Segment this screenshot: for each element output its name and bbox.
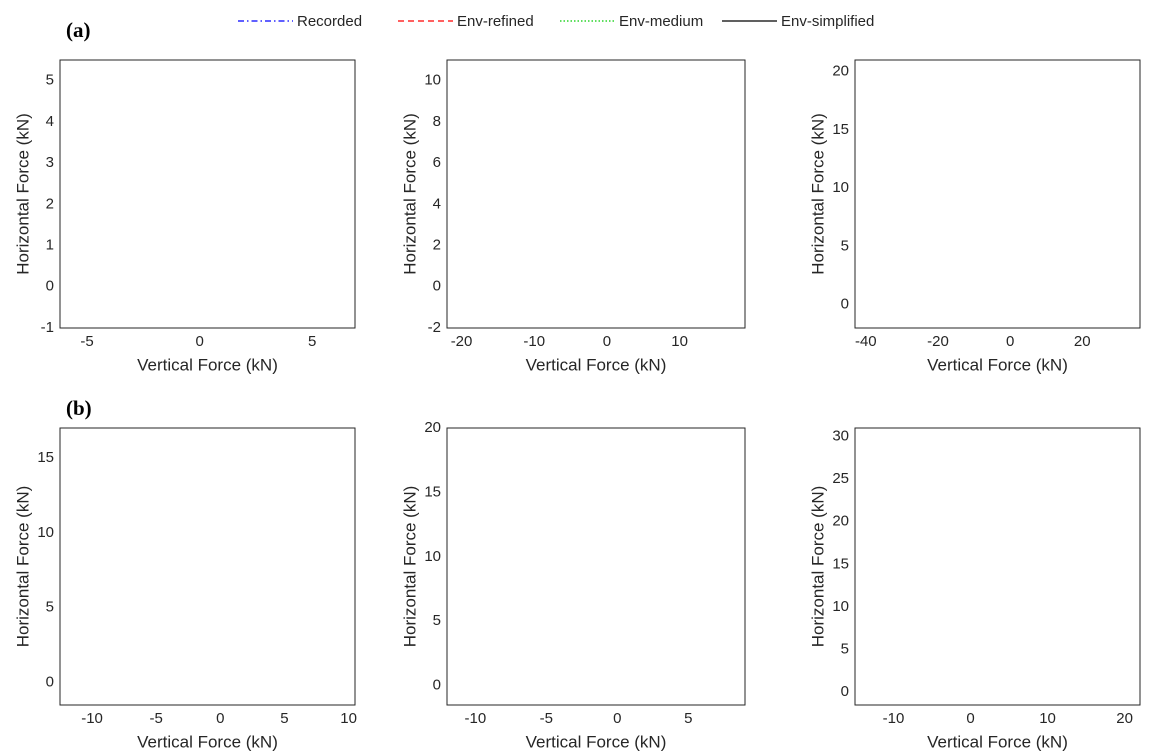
legend-label: Env-simplified — [781, 13, 874, 30]
y-tick-label: 5 — [841, 641, 849, 658]
y-tick-label: 10 — [37, 524, 54, 541]
y-tick-label: 8 — [433, 113, 441, 130]
axes-box — [59, 427, 356, 706]
y-tick-label: 0 — [46, 278, 54, 295]
y-tick-label: 5 — [841, 237, 849, 254]
x-tick-label: 0 — [966, 710, 974, 727]
y-tick-label: 15 — [832, 121, 849, 138]
panel-label: (a) — [66, 18, 91, 42]
y-tick-label: 25 — [832, 470, 849, 487]
x-axis-label: Vertical Force (kN) — [526, 732, 667, 751]
y-tick-label: 5 — [46, 72, 54, 89]
y-tick-label: 5 — [46, 599, 54, 616]
y-axis-label: Horizontal Force (kN) — [808, 113, 827, 275]
y-tick-label: 15 — [832, 555, 849, 572]
legend: Recorded Env-refined Env-medium Env-simplif… — [238, 13, 874, 30]
subplot: -10 -5 0 5 0 5 10 15 20 Vertical Force (kN) Horizo… — [400, 419, 746, 751]
y-tick-label: 20 — [832, 513, 849, 530]
y-tick-label: 20 — [832, 63, 849, 80]
subplot: -10 -5 0 5 10 0 5 10 15 Vertical Force (kN) Horizo… — [13, 427, 357, 751]
y-tick-label: 10 — [832, 179, 849, 196]
legend-label: Env-refined — [457, 13, 534, 30]
y-tick-label: 4 — [433, 195, 441, 212]
x-tick-label: -5 — [80, 333, 93, 350]
y-tick-label: 6 — [433, 154, 441, 171]
y-axis-label: Horizontal Force (kN) — [13, 486, 32, 648]
y-axis-label: Horizontal Force (kN) — [400, 486, 419, 648]
axes-box — [446, 59, 746, 329]
x-tick-label: 10 — [340, 710, 357, 727]
y-axis-label: Horizontal Force (kN) — [808, 486, 827, 648]
y-tick-label: 3 — [46, 154, 54, 171]
x-axis-label: Vertical Force (kN) — [137, 355, 278, 374]
x-tick-label: -40 — [855, 333, 877, 350]
y-tick-label: -1 — [41, 319, 54, 336]
x-axis-label: Vertical Force (kN) — [927, 355, 1068, 374]
x-tick-label: -10 — [465, 710, 487, 727]
x-tick-label: 5 — [308, 333, 316, 350]
axes-box — [854, 59, 1141, 329]
x-tick-label: -20 — [927, 333, 949, 350]
x-axis-label: Vertical Force (kN) — [526, 355, 667, 374]
y-tick-label: 2 — [433, 237, 441, 254]
subplot: -5 0 5 -1 0 1 2 3 4 5 Vertical Force (kN) Horizonta… — [13, 59, 356, 374]
x-tick-label: -20 — [451, 333, 473, 350]
x-tick-label: 5 — [684, 710, 692, 727]
y-tick-label: 2 — [46, 195, 54, 212]
axes-box — [854, 427, 1141, 706]
x-tick-label: 0 — [603, 333, 611, 350]
y-tick-label: 30 — [832, 427, 849, 444]
y-tick-label: 0 — [841, 296, 849, 313]
axes-box — [59, 59, 356, 329]
y-tick-label: 0 — [841, 683, 849, 700]
y-tick-label: 0 — [433, 677, 441, 694]
y-tick-label: 1 — [46, 237, 54, 254]
x-tick-label: -10 — [523, 333, 545, 350]
axes-box — [446, 427, 746, 706]
y-tick-label: 15 — [37, 449, 54, 466]
y-tick-label: 10 — [832, 598, 849, 615]
x-tick-label: 0 — [1006, 333, 1014, 350]
y-tick-label: 10 — [424, 72, 441, 89]
panel-label: (b) — [66, 396, 92, 420]
x-tick-label: 0 — [216, 710, 224, 727]
subplot: -40 -20 0 20 0 5 10 15 20 Vertical Force (kN) Hori… — [808, 59, 1141, 374]
legend-label: Recorded — [297, 13, 362, 30]
x-tick-label: -5 — [540, 710, 553, 727]
x-tick-label: 0 — [613, 710, 621, 727]
y-tick-label: 0 — [46, 674, 54, 691]
x-tick-label: 0 — [195, 333, 203, 350]
y-tick-label: 10 — [424, 548, 441, 565]
x-axis-label: Vertical Force (kN) — [927, 732, 1068, 751]
x-tick-label: 20 — [1074, 333, 1091, 350]
x-tick-label: -5 — [150, 710, 163, 727]
y-tick-label: 4 — [46, 113, 54, 130]
x-axis-label: Vertical Force (kN) — [137, 732, 278, 751]
x-tick-label: -10 — [81, 710, 103, 727]
x-tick-label: 20 — [1116, 710, 1133, 727]
y-tick-label: 0 — [433, 278, 441, 295]
subplot: -10 0 10 20 0 5 10 15 20 25 30 Vertical Force (kN) H… — [808, 427, 1141, 751]
y-axis-label: Horizontal Force (kN) — [13, 113, 32, 275]
x-tick-label: -10 — [883, 710, 905, 727]
y-tick-label: -2 — [428, 319, 441, 336]
y-tick-label: 5 — [433, 612, 441, 629]
x-tick-label: 10 — [1039, 710, 1056, 727]
x-tick-label: 10 — [671, 333, 688, 350]
y-axis-label: Horizontal Force (kN) — [400, 113, 419, 275]
y-tick-label: 15 — [424, 483, 441, 500]
legend-label: Env-medium — [619, 13, 703, 30]
x-tick-label: 5 — [280, 710, 288, 727]
y-tick-label: 20 — [424, 419, 441, 436]
